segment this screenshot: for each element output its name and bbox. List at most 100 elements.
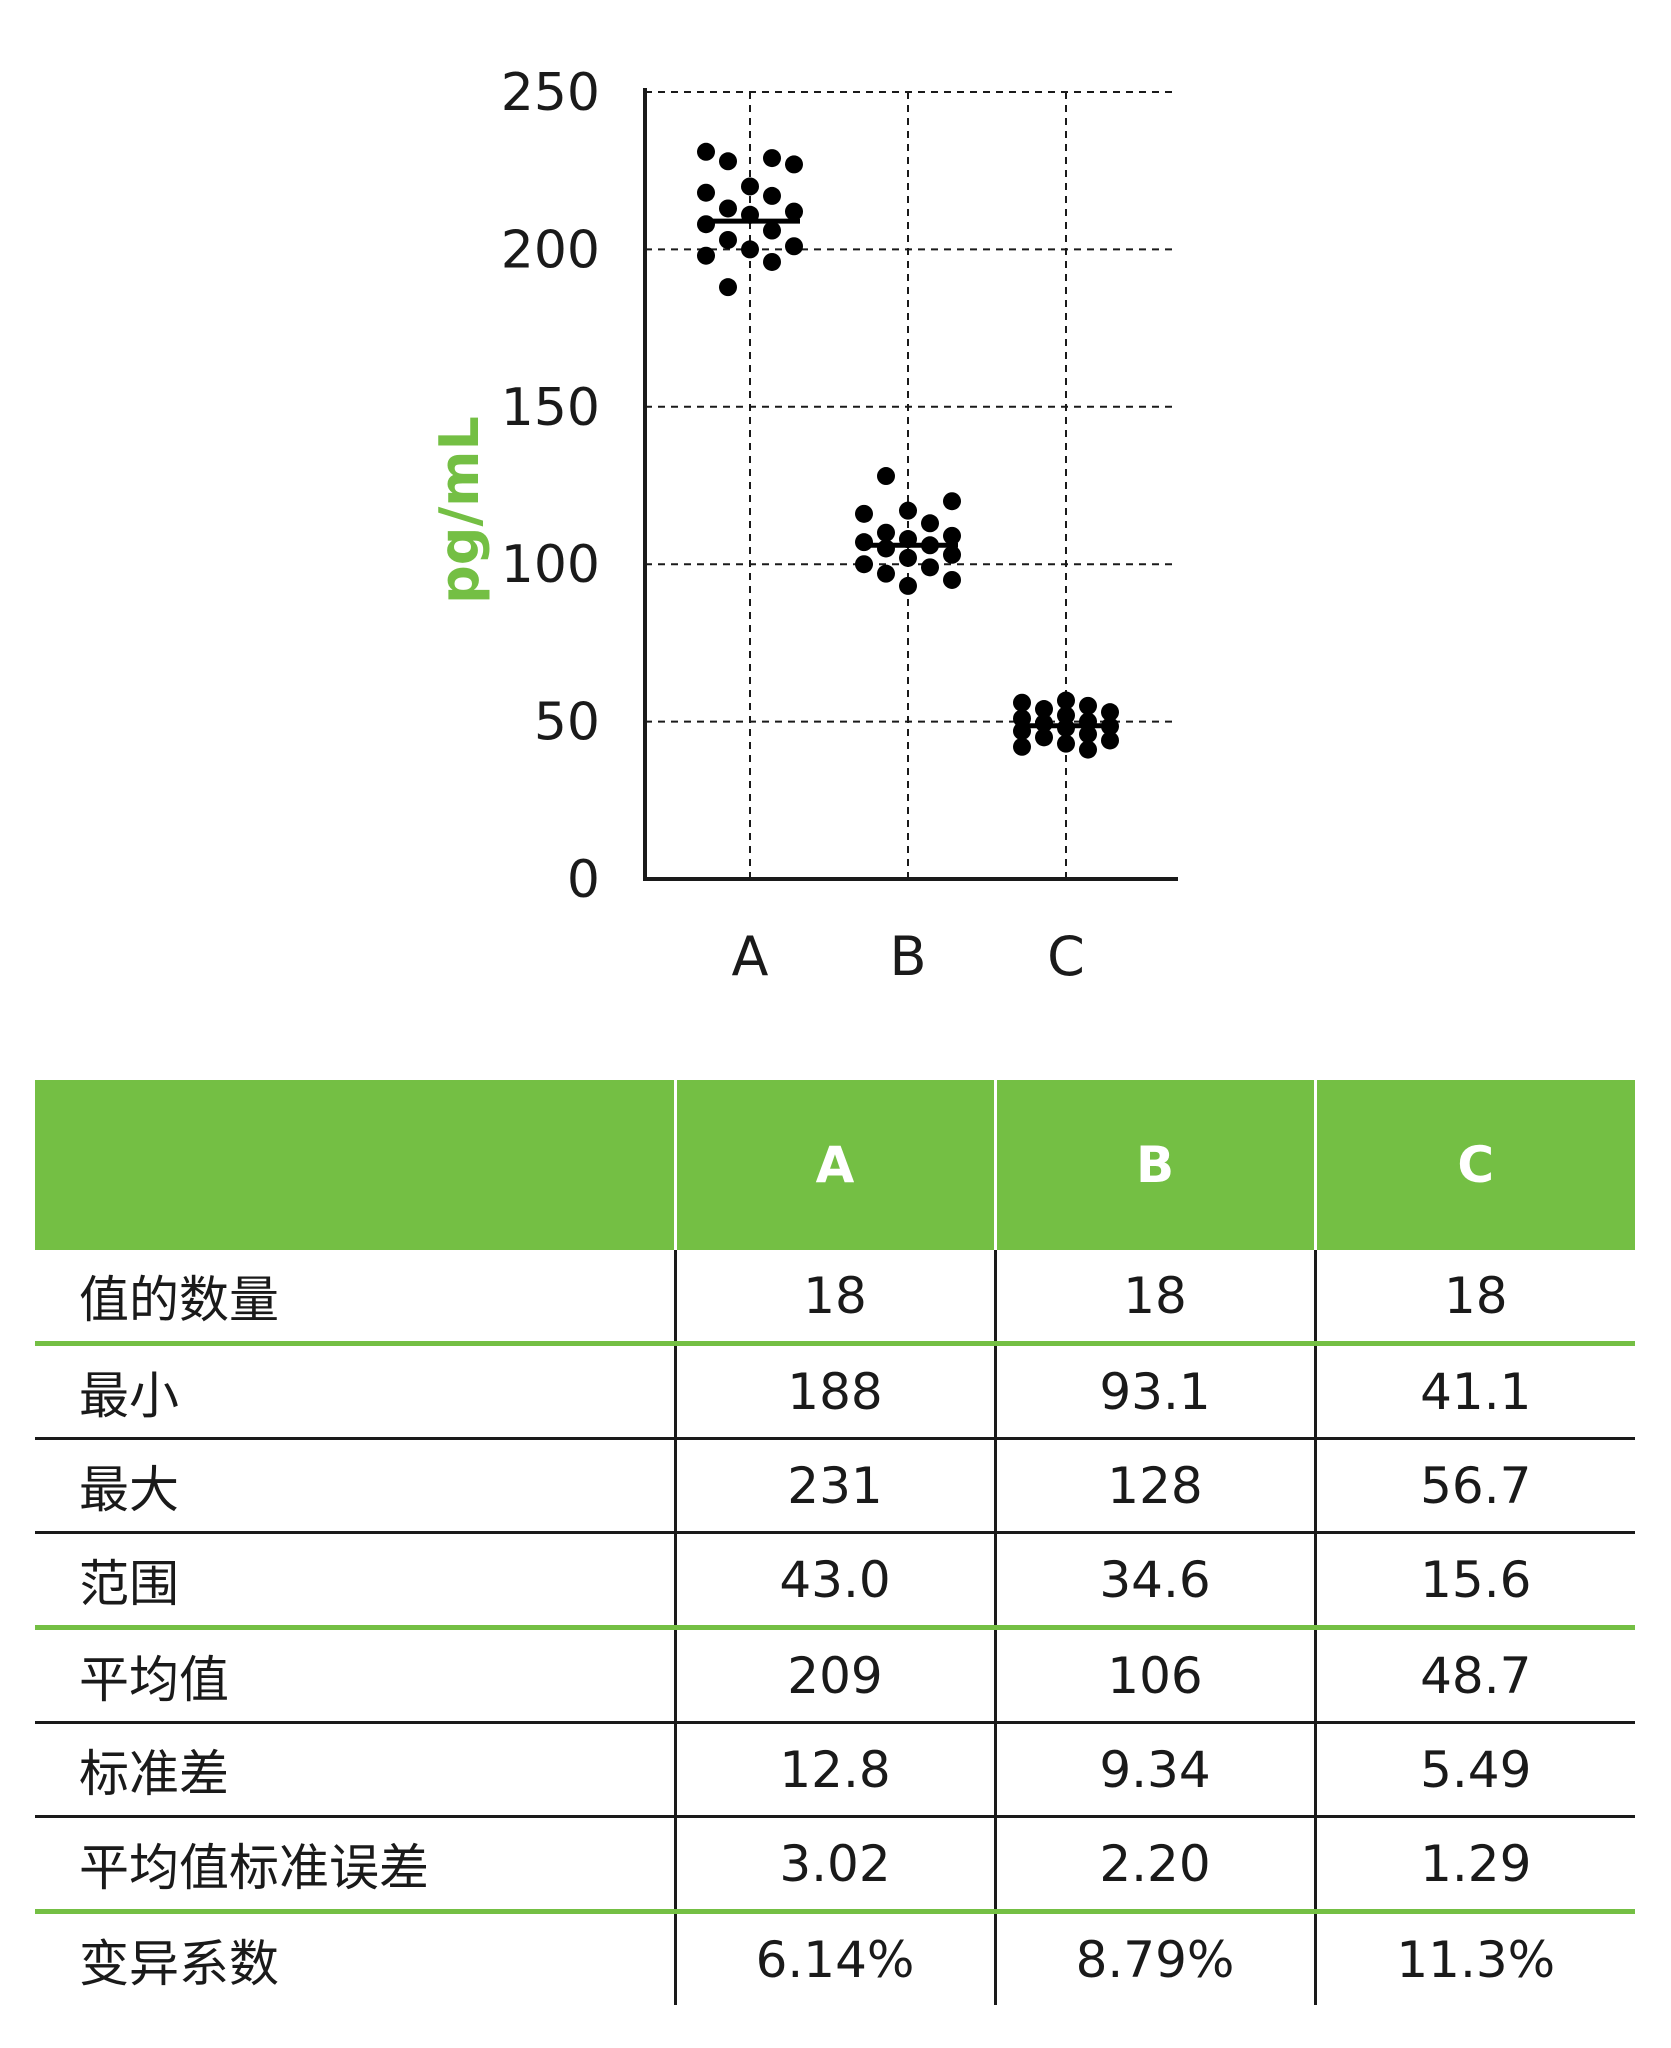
table-row: 变异系数 6.14% 8.79% 11.3% (35, 1909, 1635, 2005)
row-label: 最大 (35, 1437, 675, 1533)
cell-value: 18 (673, 1250, 995, 1344)
cell-value: 18 (1313, 1250, 1635, 1344)
data-point (785, 202, 803, 221)
data-point (855, 504, 873, 523)
data-point (1013, 737, 1031, 756)
data-point (697, 142, 715, 161)
data-point (763, 149, 781, 168)
y-tick-label: 150 (501, 378, 600, 438)
axes (643, 88, 1178, 881)
cell-value: 2.20 (993, 1815, 1315, 1912)
data-point (719, 199, 737, 218)
data-point (741, 177, 759, 196)
data-point (719, 230, 737, 249)
cell-value: 48.7 (1313, 1625, 1635, 1723)
table-row: 范围 43.0 34.6 15.6 (35, 1531, 1635, 1628)
scatter-chart: 0 50 100 150 200 250 A B C pg/mL (428, 63, 1178, 988)
data-point (899, 576, 917, 595)
table-body: 值的数量 18 18 18 最小 188 93.1 41.1 最大 231 128 56.7 范围 43.… (35, 1250, 1635, 2005)
data-point (697, 215, 715, 234)
cell-value: 15.6 (1313, 1531, 1635, 1628)
cell-value: 93.1 (993, 1341, 1315, 1439)
y-tick-label: 250 (501, 63, 600, 123)
data-point (1013, 693, 1031, 712)
data-point (943, 492, 961, 511)
data-point (1101, 731, 1119, 750)
data-point (697, 183, 715, 202)
header-c: C (1313, 1080, 1635, 1250)
data-point (785, 155, 803, 174)
y-tick-label: 200 (501, 220, 600, 280)
data-point (719, 152, 737, 171)
y-axis-label: pg/mL (428, 416, 491, 604)
header-empty (35, 1080, 675, 1250)
cell-value: 106 (993, 1625, 1315, 1723)
data-point (921, 558, 939, 577)
data-point (877, 539, 895, 558)
mean-lines (700, 218, 1116, 729)
data-point (877, 523, 895, 542)
header-b: B (993, 1080, 1315, 1250)
cell-value: 6.14% (673, 1909, 995, 2005)
header-a: A (673, 1080, 995, 1250)
table-header-row: A B C (35, 1080, 1635, 1250)
cell-value: 1.29 (1313, 1815, 1635, 1912)
data-point (1079, 725, 1097, 744)
cell-value: 12.8 (673, 1721, 995, 1817)
row-label: 平均值 (35, 1625, 675, 1723)
y-tick-label: 0 (567, 850, 600, 910)
data-point (877, 467, 895, 486)
data-point (1035, 700, 1053, 719)
cell-value: 43.0 (673, 1531, 995, 1628)
data-point (855, 555, 873, 574)
cell-value: 3.02 (673, 1815, 995, 1912)
y-tick-labels: 0 50 100 150 200 250 (501, 63, 600, 910)
cell-value: 18 (993, 1250, 1315, 1344)
cell-value: 231 (673, 1437, 995, 1533)
cell-value: 8.79% (993, 1909, 1315, 2005)
cell-value: 34.6 (993, 1531, 1315, 1628)
row-label: 最小 (35, 1341, 675, 1439)
data-point (1013, 709, 1031, 728)
data-point (1079, 740, 1097, 759)
table-row: 最小 188 93.1 41.1 (35, 1341, 1635, 1439)
table-row: 平均值标准误差 3.02 2.20 1.29 (35, 1815, 1635, 1912)
cell-value: 188 (673, 1341, 995, 1439)
data-point (1035, 728, 1053, 747)
data-point (877, 564, 895, 583)
cell-value: 41.1 (1313, 1341, 1635, 1439)
row-label: 平均值标准误差 (35, 1815, 675, 1912)
data-point (921, 514, 939, 533)
x-category-label: B (889, 925, 926, 988)
table-row: 平均值 209 106 48.7 (35, 1625, 1635, 1723)
data-point (763, 186, 781, 205)
data-point (1057, 734, 1075, 753)
row-label: 标准差 (35, 1721, 675, 1817)
cell-value: 11.3% (1313, 1909, 1635, 2005)
data-point (1101, 703, 1119, 722)
data-point (763, 252, 781, 271)
data-point (943, 545, 961, 564)
table-row: 值的数量 18 18 18 (35, 1250, 1635, 1344)
cell-value: 5.49 (1313, 1721, 1635, 1817)
table-row: 标准差 12.8 9.34 5.49 (35, 1721, 1635, 1817)
data-point (697, 246, 715, 265)
data-point (899, 501, 917, 520)
table-row: 最大 231 128 56.7 (35, 1437, 1635, 1533)
data-point (763, 221, 781, 240)
cell-value: 9.34 (993, 1721, 1315, 1817)
x-category-label: A (732, 925, 769, 988)
cell-value: 128 (993, 1437, 1315, 1533)
data-point (719, 278, 737, 297)
row-label: 范围 (35, 1531, 675, 1628)
data-point (1057, 706, 1075, 725)
data-point (855, 533, 873, 552)
y-tick-label: 50 (534, 693, 600, 753)
statistics-table: A B C 值的数量 18 18 18 最小 188 93.1 41.1 最大 231 128 56.… (35, 1080, 1635, 2005)
data-point (943, 526, 961, 545)
y-tick-label: 100 (501, 535, 600, 595)
cell-value: 209 (673, 1625, 995, 1723)
data-point (1079, 696, 1097, 715)
data-point (785, 237, 803, 256)
cell-value: 56.7 (1313, 1437, 1635, 1533)
